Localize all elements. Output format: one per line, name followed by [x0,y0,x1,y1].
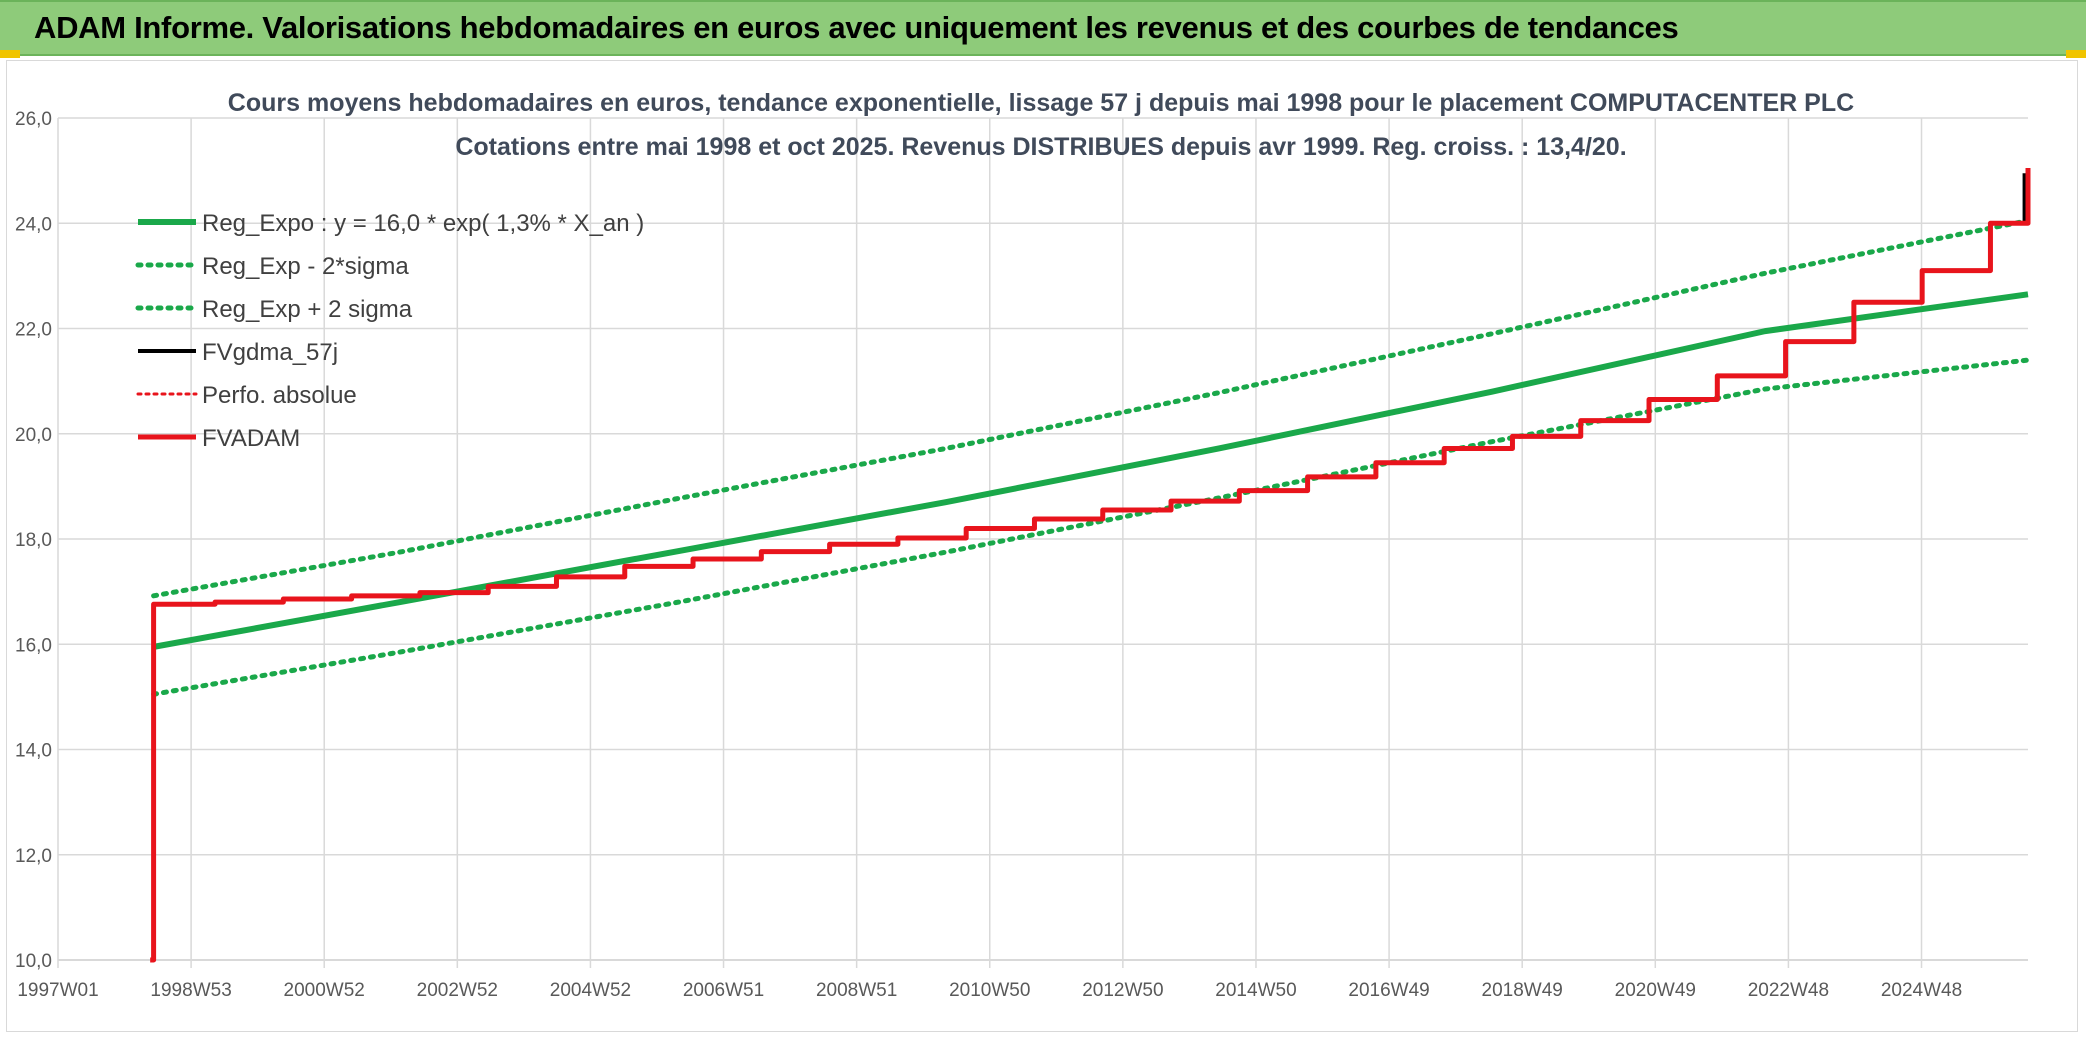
legend-label: Reg_Exp + 2 sigma [202,296,413,323]
y-tick-label: 12,0 [15,846,52,867]
x-tick-label: 2018W49 [1482,980,1563,1001]
legend-label: Reg_Exp - 2*sigma [202,253,409,280]
series-line-2 [151,218,2031,599]
x-tick-label: 1998W53 [150,980,231,1001]
y-tick-label: 18,0 [15,530,52,551]
series-line-5 [150,167,2031,963]
y-tick-label: 16,0 [15,635,52,656]
x-tick-label: 2010W50 [949,980,1030,1001]
x-tick-label: 2022W48 [1748,980,1829,1001]
y-tick-label: 24,0 [15,214,52,235]
x-tick-label: 2008W51 [816,980,897,1001]
x-tick-label: 2006W51 [683,980,764,1001]
y-tick-label: 14,0 [15,741,52,762]
series-group [150,167,2031,963]
grid-lines [57,117,2028,968]
x-tick-label: 2004W52 [550,980,631,1001]
legend: Reg_Expo : y = 16,0 * exp( 1,3% * X_an )… [135,210,644,452]
x-tick-label: 2020W49 [1615,980,1696,1001]
report-header: ADAM Informe. Valorisations hebdomadaire… [0,0,2086,56]
x-tick-label: 2016W49 [1348,980,1429,1001]
report-title: ADAM Informe. Valorisations hebdomadaire… [34,10,1679,45]
x-tick-label: 2000W52 [284,980,365,1001]
y-axis-ticks: 10,0 12,0 14,0 16,0 18,0 20,0 22,0 24,0 26,0 [15,109,52,972]
chart-title: Cours moyens hebdomadaires en euros, ten… [228,89,1854,117]
x-tick-label: 2002W52 [417,980,498,1001]
chart-area-border [6,60,2078,1032]
x-tick-label: 2012W50 [1082,980,1163,1001]
chart-subtitle: Cotations entre mai 1998 et oct 2025. Re… [455,133,1626,161]
y-tick-label: 20,0 [15,425,52,446]
legend-label: FVADAM [202,425,300,452]
legend-label: Reg_Expo : y = 16,0 * exp( 1,3% * X_an ) [202,210,644,237]
x-tick-label: 2024W48 [1881,980,1962,1001]
y-tick-label: 22,0 [15,320,52,341]
y-tick-label: 10,0 [15,951,52,972]
y-tick-label: 26,0 [15,109,52,130]
x-tick-label: 2014W50 [1215,980,1296,1001]
accent-right [2066,50,2086,58]
legend-label: FVgdma_57j [202,339,338,366]
accent-left [0,50,20,58]
x-axis-ticks: 1997W01 1998W53 2000W52 2002W52 2004W52 2006W… [17,980,1962,1001]
x-tick-label: 1997W01 [17,980,98,1001]
legend-label: Perfo. absolue [202,382,357,409]
